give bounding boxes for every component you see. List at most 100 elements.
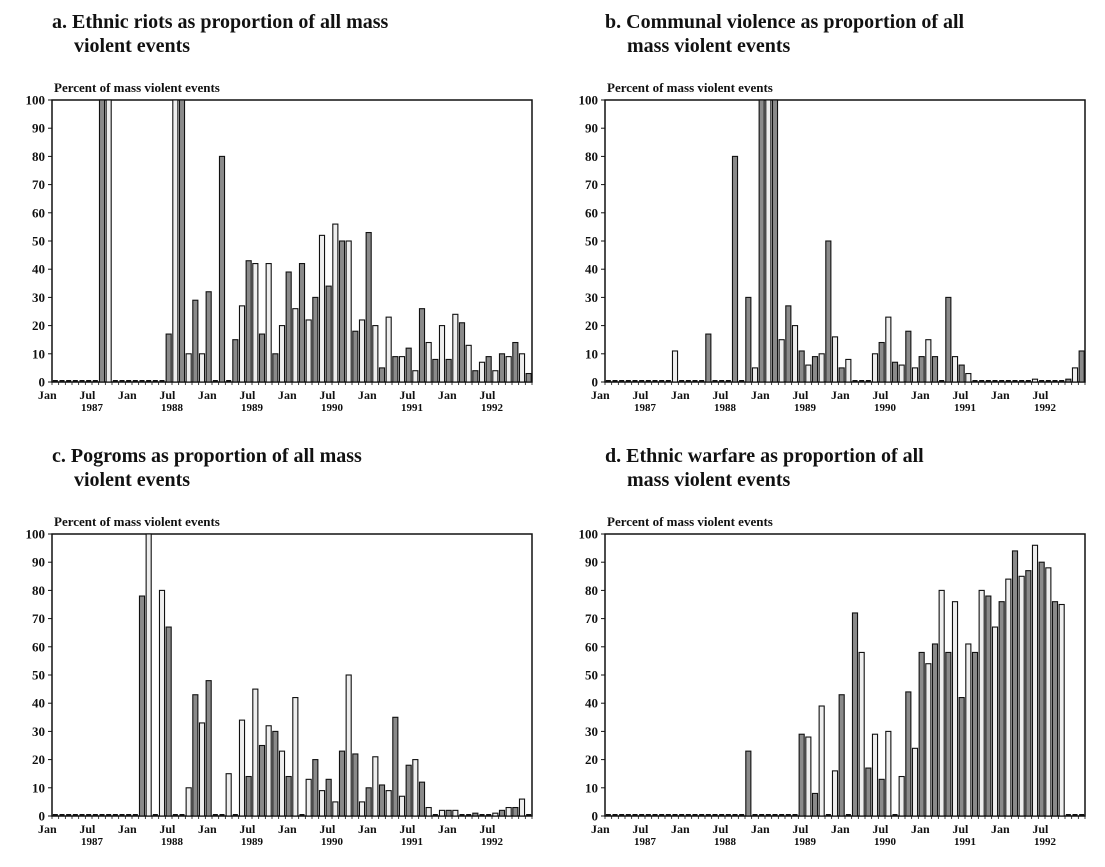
bar [238, 305, 246, 383]
bar [158, 589, 166, 817]
bar [492, 370, 499, 383]
bar [625, 814, 631, 816]
bar [212, 380, 218, 382]
chart-title-line1: d. Ethnic warfare as proportion of all [605, 445, 924, 467]
bar [619, 380, 625, 382]
bar [871, 353, 879, 383]
bar [939, 380, 945, 382]
bar [92, 380, 98, 382]
y-tick-label: 90 [585, 555, 598, 570]
plot-frame [51, 533, 533, 817]
bar [172, 814, 178, 816]
bar [252, 688, 259, 817]
bar [972, 380, 978, 382]
bar [878, 341, 885, 383]
bar [332, 223, 339, 383]
bar [452, 313, 459, 383]
x-tick-label: Jul [159, 388, 176, 402]
bar [685, 814, 691, 816]
y-tick-label: 70 [585, 177, 598, 192]
x-year-label: 1991 [401, 836, 423, 848]
y-tick-label: 10 [585, 780, 598, 795]
x-year-label: 1989 [794, 402, 817, 414]
bar [639, 814, 645, 816]
bar [178, 99, 186, 383]
bar [479, 814, 485, 816]
y-tick-label: 80 [32, 583, 45, 598]
x-tick-label: Jan [591, 822, 610, 836]
bar [99, 814, 105, 816]
bar [492, 812, 499, 817]
bar [66, 814, 72, 816]
bar [1065, 378, 1072, 383]
bar [298, 263, 306, 383]
x-tick-label: Jul [712, 822, 729, 836]
y-tick-label: 100 [26, 527, 46, 542]
bar [811, 356, 819, 383]
bar [465, 344, 472, 383]
y-tick-label: 40 [585, 696, 598, 711]
bar [838, 694, 845, 817]
bar [278, 750, 286, 817]
y-tick-label: 20 [585, 752, 598, 767]
bar [1059, 380, 1065, 382]
x-tick-label: Jan [198, 388, 217, 402]
bar [1018, 575, 1025, 817]
bar [172, 99, 179, 383]
bar [1038, 561, 1045, 817]
x-year-label: 1991 [401, 402, 423, 414]
bar [505, 806, 512, 817]
x-tick-label: Jul [399, 388, 416, 402]
y-tick-label: 60 [585, 205, 598, 220]
x-tick-label: Jul [159, 822, 176, 836]
bar [1052, 380, 1058, 382]
bar [1045, 567, 1052, 817]
bar [692, 814, 698, 816]
x-tick-label: Jul [479, 822, 496, 836]
bar [918, 356, 925, 383]
bar [79, 380, 85, 382]
bar [86, 814, 92, 816]
bar [732, 814, 738, 816]
bar [965, 372, 972, 383]
bar [219, 814, 225, 816]
x-tick-label: Jan [831, 822, 850, 836]
x-tick-label: Jan [438, 822, 457, 836]
bar [212, 814, 218, 816]
bar [692, 380, 698, 382]
bar [659, 814, 665, 816]
bar [911, 747, 919, 817]
bar [292, 308, 299, 383]
bar [245, 260, 252, 383]
bar [325, 285, 332, 383]
bar [951, 356, 959, 383]
bar [665, 814, 671, 816]
bar [498, 809, 506, 817]
bar [931, 643, 939, 817]
bar [745, 750, 752, 817]
bar [119, 814, 125, 816]
bar [925, 339, 932, 383]
bar-chart: 0 10 20 30 40 50 60 70 80 90 100 Jan Jul Jan Jul Jan Jul… [579, 527, 1086, 848]
chart-title-line1: b. Communal violence as proportion of al… [605, 11, 965, 33]
bar [1065, 814, 1071, 816]
x-year-label: 1987 [634, 402, 657, 414]
bar [459, 814, 465, 816]
y-tick-label: 90 [32, 121, 45, 136]
y-tick-label: 0 [39, 375, 46, 390]
bar [679, 814, 685, 816]
bar [632, 380, 638, 382]
x-year-label: 1988 [161, 402, 184, 414]
bar [685, 380, 691, 382]
bar [512, 806, 519, 817]
bar [1005, 578, 1012, 817]
x-year-label: 1991 [954, 836, 976, 848]
bar [398, 795, 406, 817]
bar [831, 336, 839, 383]
bar [619, 814, 625, 816]
bar [898, 775, 905, 817]
x-year-label: 1992 [1034, 836, 1057, 848]
panel-c: c. Pogroms as proportion of all mass viol… [0, 434, 552, 867]
chart-title: b. Communal violence as proportion of al… [605, 10, 1085, 58]
bar [305, 319, 312, 383]
